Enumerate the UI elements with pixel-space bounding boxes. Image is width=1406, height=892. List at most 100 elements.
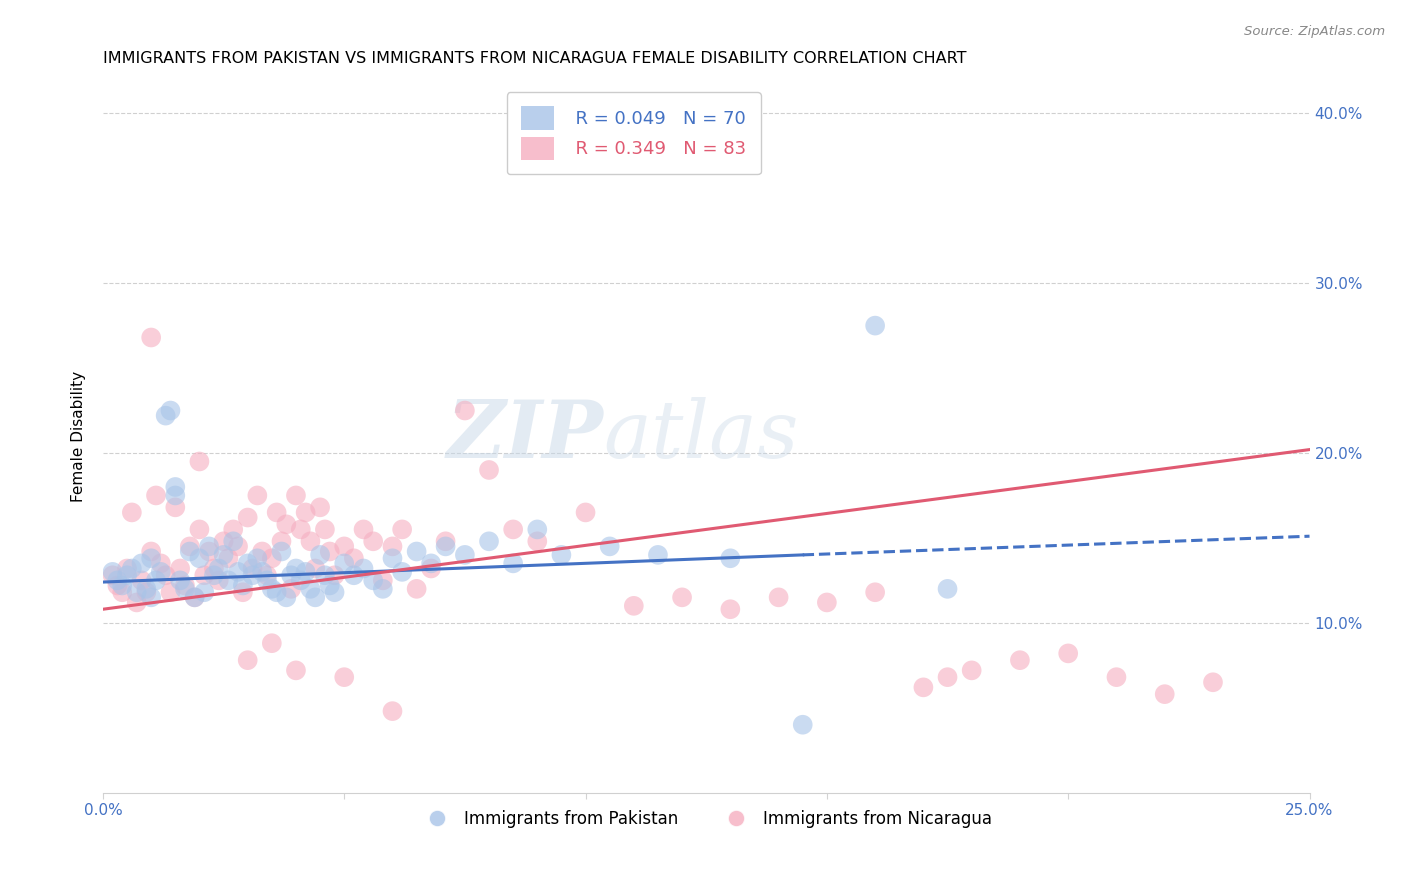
Point (246, 551, 269, 566)
Point (165, 480, 187, 494)
Point (242, 568, 264, 582)
Point (141, 551, 163, 566)
Point (159, 403, 181, 417)
Point (502, 523, 524, 537)
Point (454, 403, 477, 417)
Point (212, 548, 235, 562)
Point (381, 551, 404, 566)
Point (159, 585, 181, 599)
Point (381, 704, 404, 718)
Point (420, 561, 443, 575)
Point (125, 595, 148, 609)
Point (304, 591, 326, 605)
Point (250, 565, 273, 579)
Point (294, 505, 316, 519)
Point (135, 582, 157, 596)
Point (193, 568, 215, 582)
Point (222, 523, 245, 537)
Point (165, 488, 187, 502)
Point (121, 561, 143, 575)
Point (290, 523, 312, 537)
Point (226, 565, 249, 579)
Point (202, 561, 225, 575)
Point (290, 574, 312, 588)
Point (371, 574, 394, 588)
Point (1008, 653, 1031, 667)
Point (111, 578, 134, 592)
Point (405, 544, 427, 558)
Point (198, 544, 221, 558)
Text: atlas: atlas (603, 397, 799, 475)
Point (434, 534, 457, 549)
Point (391, 565, 413, 579)
Point (105, 578, 128, 592)
Point (212, 534, 235, 549)
Point (198, 540, 221, 554)
Point (1153, 687, 1175, 701)
Point (266, 505, 288, 519)
Point (232, 578, 254, 592)
Point (815, 595, 838, 609)
Point (183, 591, 205, 605)
Point (285, 561, 308, 575)
Point (260, 582, 283, 596)
Point (232, 585, 254, 599)
Point (135, 585, 157, 599)
Point (155, 568, 177, 582)
Point (863, 318, 886, 333)
Point (333, 670, 356, 684)
Text: ZIP: ZIP (447, 397, 603, 475)
Point (202, 568, 225, 582)
Point (105, 574, 128, 588)
Point (314, 523, 336, 537)
Point (145, 488, 167, 502)
Point (299, 582, 322, 596)
Point (353, 561, 375, 575)
Point (174, 582, 197, 596)
Point (381, 540, 404, 554)
Point (174, 578, 197, 592)
Point (188, 523, 211, 537)
Point (792, 717, 814, 731)
Point (236, 557, 259, 571)
Point (391, 523, 413, 537)
Point (266, 585, 288, 599)
Point (256, 574, 278, 588)
Point (343, 551, 366, 566)
Point (285, 664, 308, 678)
Point (260, 636, 283, 650)
Point (502, 557, 524, 571)
Point (718, 602, 741, 616)
Point (193, 585, 215, 599)
Point (183, 591, 205, 605)
Point (1057, 646, 1080, 660)
Point (912, 681, 935, 695)
Point (936, 670, 959, 684)
Point (319, 578, 342, 592)
Point (361, 534, 384, 549)
Point (115, 568, 138, 582)
Point (1105, 670, 1128, 684)
Point (299, 534, 322, 549)
Point (309, 500, 332, 515)
Point (270, 544, 292, 558)
Point (125, 585, 148, 599)
Point (165, 500, 187, 515)
Point (333, 557, 356, 571)
Point (217, 551, 239, 566)
Point (226, 540, 249, 554)
Point (169, 574, 191, 588)
Point (280, 568, 302, 582)
Point (270, 534, 292, 549)
Point (323, 585, 346, 599)
Point (155, 409, 177, 423)
Point (260, 551, 283, 566)
Point (111, 585, 134, 599)
Point (246, 488, 269, 502)
Point (101, 565, 124, 579)
Point (343, 568, 366, 582)
Y-axis label: Female Disability: Female Disability (72, 370, 86, 501)
Text: IMMIGRANTS FROM PAKISTAN VS IMMIGRANTS FROM NICARAGUA FEMALE DISABILITY CORRELAT: IMMIGRANTS FROM PAKISTAN VS IMMIGRANTS F… (103, 51, 966, 66)
Point (242, 561, 264, 575)
Point (550, 548, 572, 562)
